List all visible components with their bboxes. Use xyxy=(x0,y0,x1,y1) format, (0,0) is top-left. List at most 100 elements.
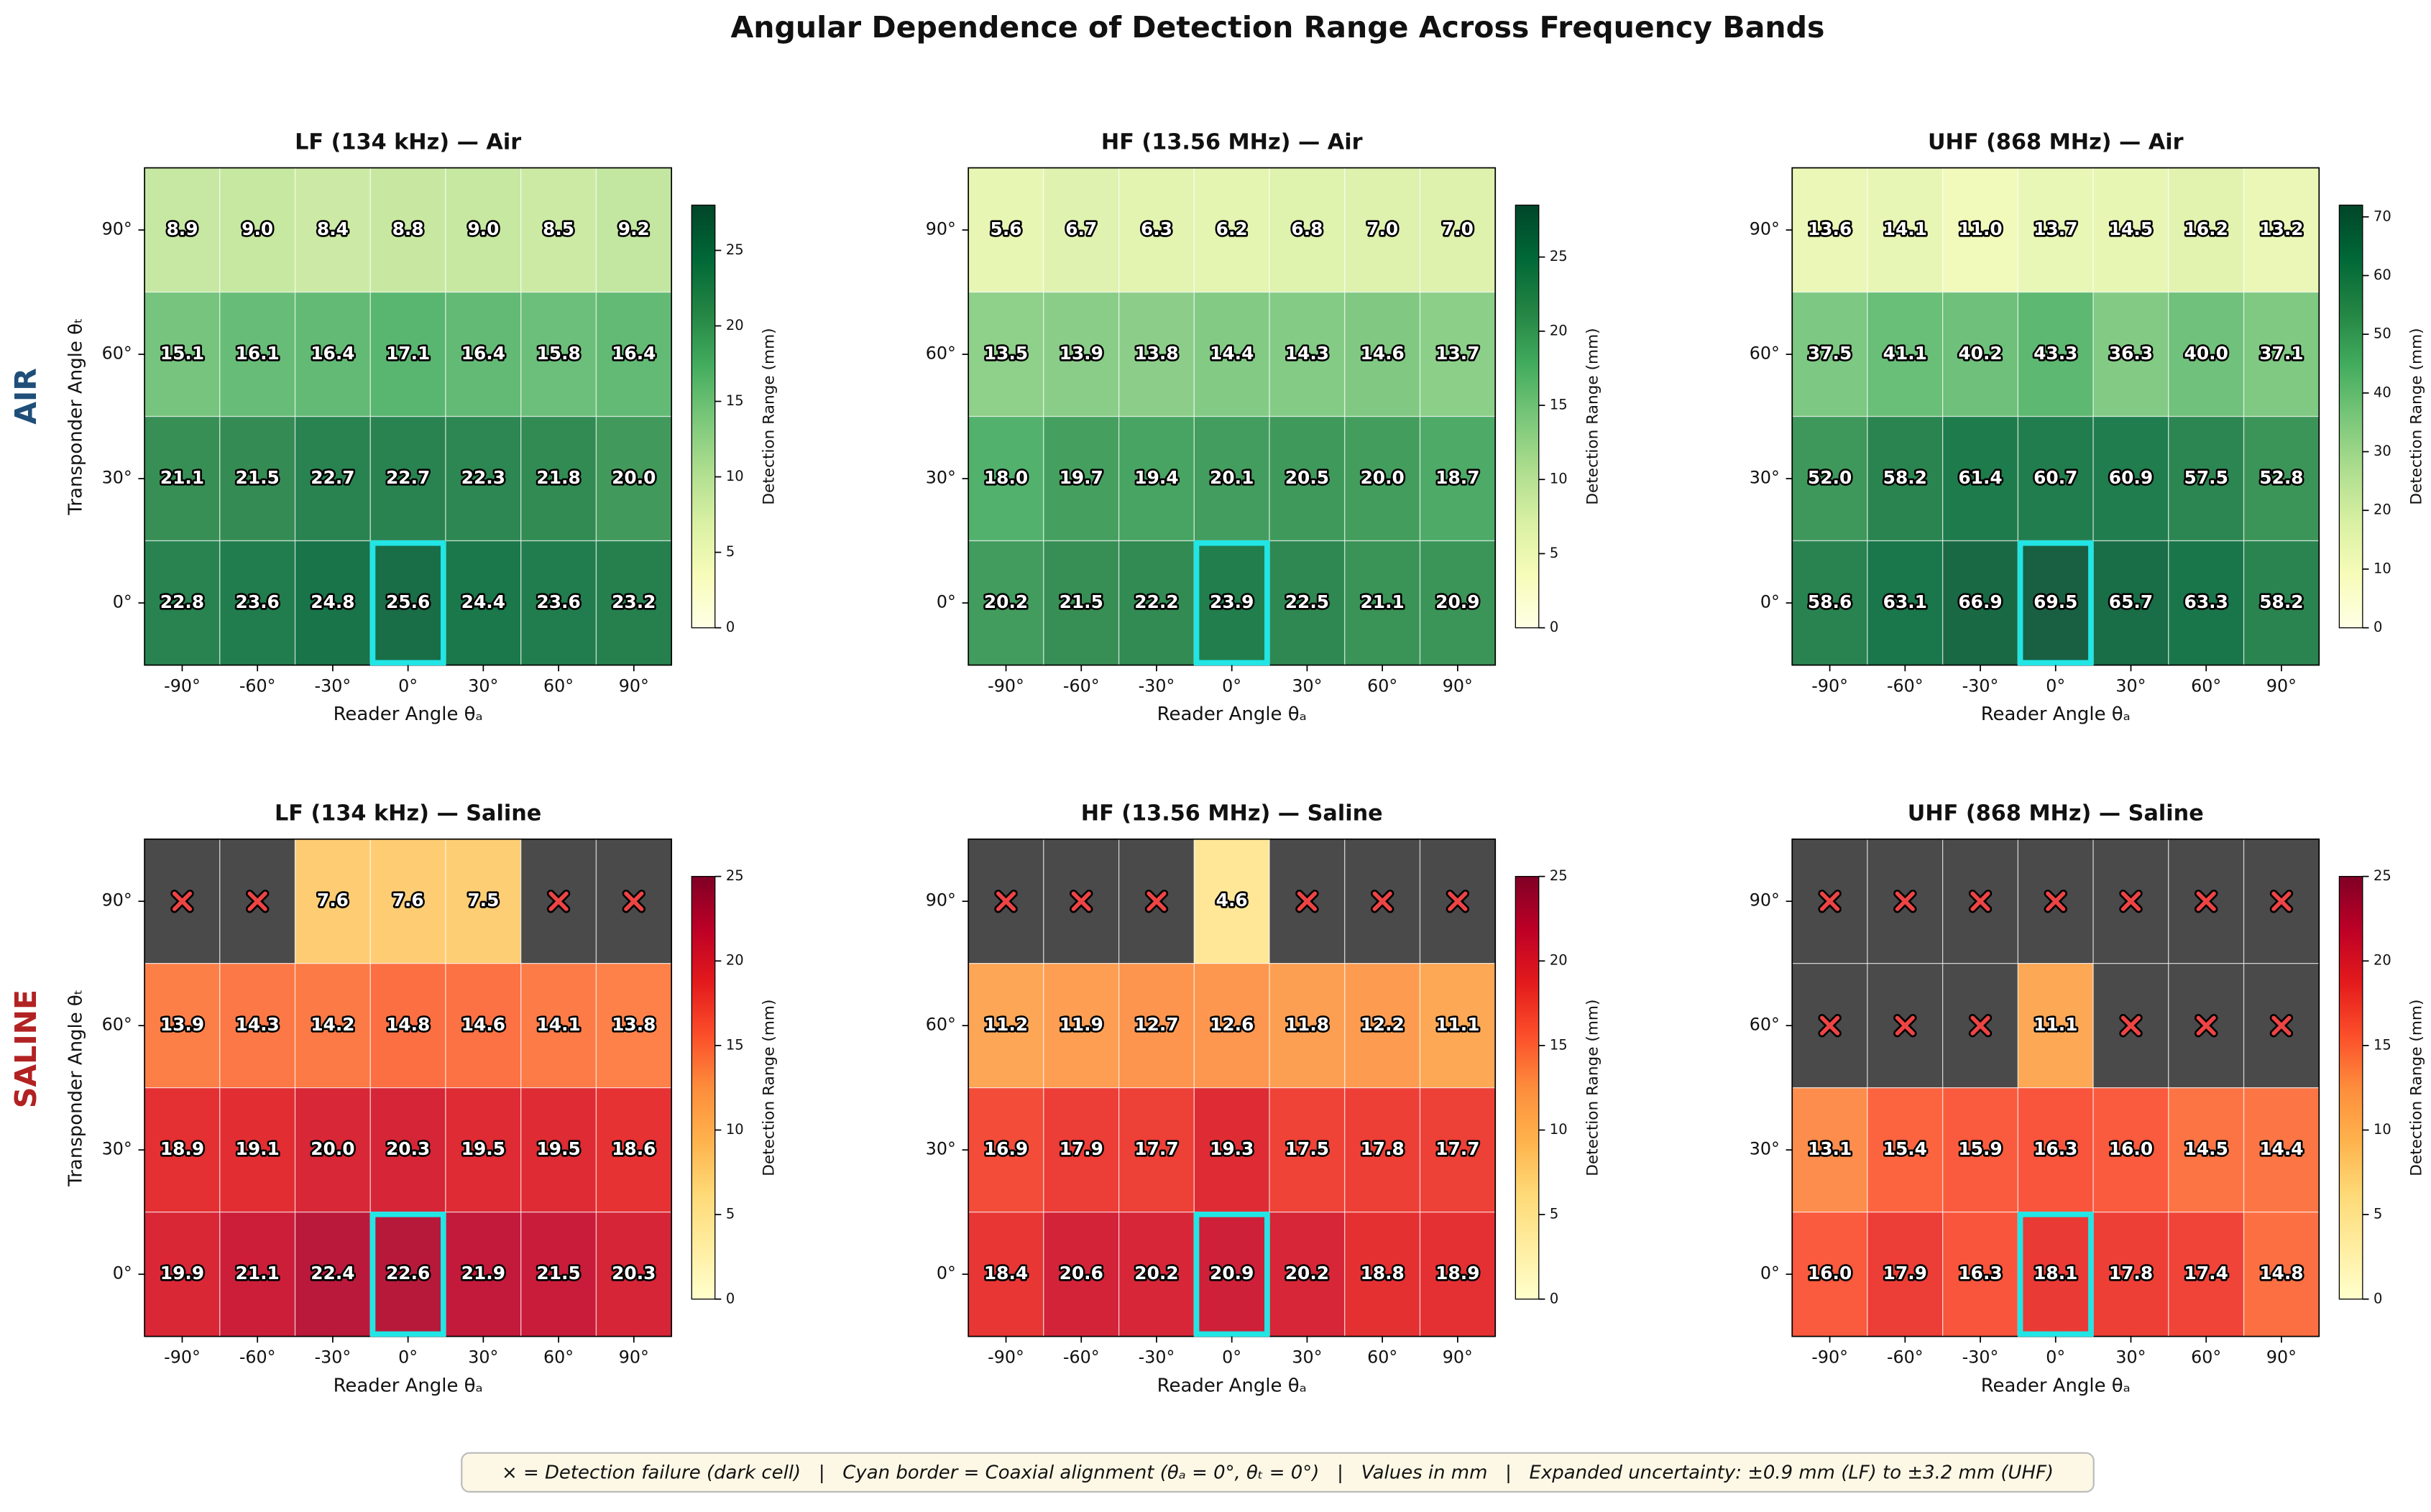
row-label: AIR xyxy=(9,368,43,425)
cell-label: 14.6 xyxy=(461,1014,505,1035)
heatmap-cell xyxy=(1419,1087,1496,1213)
heatmap-cell xyxy=(294,963,371,1089)
cell-label: 8.5 xyxy=(543,218,574,239)
cell-label: 21.9 xyxy=(461,1263,505,1283)
cell-label: 16.4 xyxy=(461,343,505,364)
x-tick-label: -30° xyxy=(1962,1347,1999,1367)
cell-label: 52.8 xyxy=(2259,467,2303,488)
colorbar-tick-label: 0 xyxy=(2373,1290,2382,1306)
failure-marker xyxy=(2046,891,2066,911)
cell-label: 18.6 xyxy=(612,1138,656,1159)
cell-label: 14.4 xyxy=(1210,343,1254,364)
cell-label: 14.8 xyxy=(2259,1263,2303,1283)
x-tick-label: 90° xyxy=(1443,676,1473,696)
cell-label: 8.4 xyxy=(317,218,349,239)
colorbar-tick-label: 20 xyxy=(2373,502,2391,518)
cell-label: 65.7 xyxy=(2109,591,2153,612)
cell-label: 12.6 xyxy=(1210,1014,1254,1035)
cell-label: 15.4 xyxy=(1883,1138,1927,1159)
failure-marker xyxy=(2271,891,2292,911)
cell-label: 17.9 xyxy=(1060,1138,1103,1159)
colorbar-tick-label: 10 xyxy=(2373,560,2391,576)
y-tick-label: 0° xyxy=(113,592,132,612)
cell-label: 21.1 xyxy=(1360,591,1404,612)
y-tick-label: 60° xyxy=(1750,344,1780,364)
cell-label: 17.7 xyxy=(1435,1138,1479,1159)
heatmap-cell xyxy=(1269,540,1346,666)
cell-label: 58.6 xyxy=(1808,591,1852,612)
colorbar-tick-label: 10 xyxy=(1550,471,1568,487)
chart-title: LF (134 kHz) — Saline xyxy=(275,801,541,826)
y-tick-label: 90° xyxy=(926,219,956,239)
y-tick-label: 30° xyxy=(926,1139,956,1159)
y-tick-label: 0° xyxy=(1760,592,1780,612)
cell-label: 60.9 xyxy=(2109,467,2153,488)
y-tick-label: 60° xyxy=(102,1015,132,1035)
cell-label: 13.2 xyxy=(2259,218,2303,239)
colorbar xyxy=(691,875,716,1300)
heatmap-cell xyxy=(1419,291,1496,418)
heatmap-cell xyxy=(1419,540,1496,666)
failure-marker xyxy=(1071,891,1091,911)
cell-label: 22.5 xyxy=(1285,591,1329,612)
y-axis-label: Transponder Angle θₜ xyxy=(65,318,86,515)
cell-label: 14.8 xyxy=(386,1014,430,1035)
heatmap-cell xyxy=(595,291,672,418)
heatmap-cell xyxy=(1419,1212,1496,1337)
cell-label: 21.5 xyxy=(536,1263,580,1283)
cell-label: 11.8 xyxy=(1285,1014,1329,1035)
cell-label: 14.5 xyxy=(2109,218,2153,239)
x-tick-label: -60° xyxy=(239,676,276,696)
highlight-border xyxy=(369,1212,446,1337)
y-tick-label: 90° xyxy=(102,890,132,911)
cell-label: 8.9 xyxy=(166,218,198,239)
cell-label: 58.2 xyxy=(2259,591,2303,612)
heatmap-cell xyxy=(2243,291,2320,418)
cell-label: 7.6 xyxy=(317,890,349,911)
x-tick-label: 0° xyxy=(2046,676,2065,696)
x-tick-label: 60° xyxy=(2191,1347,2221,1367)
heatmap-cell xyxy=(1043,1212,1120,1337)
heatmap-cell xyxy=(1344,291,1421,418)
colorbar-tick-label: 25 xyxy=(1550,248,1568,264)
colorbar-tick-label: 5 xyxy=(1550,545,1558,561)
heatmap-cell xyxy=(2168,1087,2245,1213)
x-tick-label: 60° xyxy=(1367,1347,1397,1367)
y-tick-label: 0° xyxy=(1760,1263,1780,1283)
failure-marker xyxy=(1970,891,1990,911)
heatmap-cell xyxy=(1193,291,1270,418)
cell-label: 19.1 xyxy=(236,1138,280,1159)
row-label: SALINE xyxy=(9,990,43,1108)
heatmap-cell xyxy=(219,1212,296,1337)
x-axis-label: Reader Angle θₐ xyxy=(1981,704,2131,725)
colorbar-tick-label: 0 xyxy=(2373,619,2382,635)
cell-label: 15.8 xyxy=(536,343,580,364)
cell-label: 11.1 xyxy=(2034,1014,2077,1035)
x-tick-label: -60° xyxy=(1063,1347,1100,1367)
failure-marker xyxy=(247,891,267,911)
heatmap-cell xyxy=(2092,291,2169,418)
cell-label: 36.3 xyxy=(2109,343,2153,364)
cell-label: 18.9 xyxy=(1435,1263,1479,1283)
cell-label: 66.9 xyxy=(1958,591,2002,612)
cell-label: 11.2 xyxy=(984,1014,1028,1035)
heatmap-cell xyxy=(1193,963,1270,1089)
y-tick-label: 30° xyxy=(1750,468,1780,488)
colorbar-tick-label: 15 xyxy=(726,392,744,409)
cell-label: 16.2 xyxy=(2184,218,2228,239)
colorbar-tick-label: 0 xyxy=(1550,619,1558,635)
x-tick-label: 30° xyxy=(468,1347,498,1367)
cell-label: 16.3 xyxy=(1958,1263,2002,1283)
cell-label: 23.6 xyxy=(536,591,580,612)
failure-marker xyxy=(624,891,644,911)
colorbar xyxy=(1515,204,1540,629)
colorbar-tick-label: 10 xyxy=(2373,1121,2391,1138)
chart-title: LF (134 kHz) — Air xyxy=(295,129,521,155)
cell-label: 22.2 xyxy=(1134,591,1178,612)
heatmap-cell xyxy=(595,415,672,542)
heatmap-cell xyxy=(1419,963,1496,1089)
x-tick-label: -30° xyxy=(315,1347,351,1367)
figure-title: Angular Dependence of Detection Range Ac… xyxy=(730,10,1824,45)
cell-label: 18.1 xyxy=(2034,1263,2077,1283)
cell-label: 18.4 xyxy=(984,1263,1028,1283)
